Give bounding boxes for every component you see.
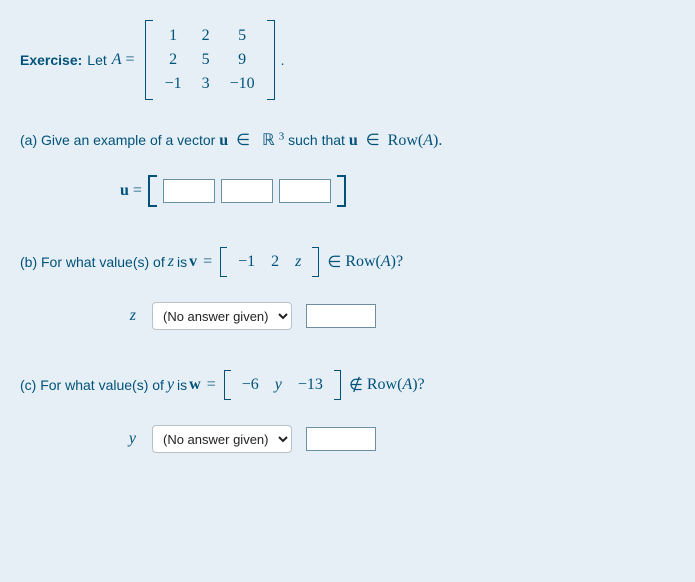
matrix-cell: −10 [220, 72, 265, 96]
text: (c) For what value(s) of [20, 377, 164, 393]
elem-of: ∈ [327, 252, 341, 272]
part-a-prompt: (a) Give an example of a vector u ∈ ℝ3 s… [20, 130, 675, 150]
part-c-prompt: (c) For what value(s) of y is w = −6 y −… [20, 370, 675, 400]
z-value-input[interactable] [306, 304, 376, 328]
not-elem-of: ∉ [349, 375, 363, 395]
u-entry-3-input[interactable] [279, 179, 331, 203]
vector-entry-z: z [287, 253, 309, 271]
vector-entry: −13 [290, 376, 331, 394]
y-value-input[interactable] [306, 427, 376, 451]
z-label: z [120, 307, 136, 325]
y-relation-select[interactable]: (No answer given) [152, 425, 292, 453]
row-end: ). [433, 132, 442, 149]
exercise-label: Exercise: [20, 52, 82, 68]
u-input-matrix [148, 175, 346, 207]
vector-entry: −6 [234, 376, 267, 394]
vector-u: u [349, 132, 358, 149]
table-row: −1 3 −10 [155, 72, 265, 96]
text: (b) For what value(s) of [20, 254, 165, 270]
vector-w: w [189, 376, 201, 394]
row-end: )? [412, 376, 424, 394]
part-a-answer: u = [120, 175, 675, 207]
u-entry-2-input[interactable] [221, 179, 273, 203]
period: . [281, 52, 285, 68]
part-b-answer: z (No answer given) [120, 302, 675, 330]
vector-v: v [189, 253, 197, 271]
matrix-cell: 3 [192, 72, 220, 96]
matrix-var-A: A [112, 51, 122, 69]
part-b-prompt: (b) For what value(s) of z is v = −1 2 z… [20, 247, 675, 277]
row-end: )? [391, 253, 403, 271]
matrix-cell: 5 [220, 24, 265, 48]
vector-entry: −1 [230, 253, 263, 271]
let-text: Let [87, 52, 106, 68]
vector-u: u [219, 132, 228, 149]
matrix-cell: −1 [155, 72, 192, 96]
exercise-header: Exercise: Let A = 1 2 5 2 5 9 −1 3 −10 . [20, 20, 675, 100]
equals-sign: = [133, 182, 142, 200]
elem-of: ∈ [232, 132, 254, 149]
y-label: y [120, 430, 136, 448]
w-row-vector: −6 y −13 [224, 370, 341, 400]
table-row: 2 5 9 [155, 48, 265, 72]
equals-sign: = [126, 51, 135, 69]
elem-of: ∈ [362, 132, 384, 149]
equals-sign: = [203, 253, 212, 271]
part-a: (a) Give an example of a vector u ∈ ℝ3 s… [20, 130, 675, 207]
matrix-cell: 1 [155, 24, 192, 48]
text: is [177, 377, 187, 393]
u-entry-1-input[interactable] [163, 179, 215, 203]
var-z: z [168, 253, 174, 271]
matrix-A: 1 2 5 2 5 9 −1 3 −10 [145, 20, 275, 100]
part-c-answer: y (No answer given) [120, 425, 675, 453]
vector-entry-y: y [267, 376, 290, 394]
matrix-var-A: A [381, 253, 391, 271]
row-label: Row( [367, 376, 403, 394]
vector-u-label: u [120, 182, 129, 200]
part-b: (b) For what value(s) of z is v = −1 2 z… [20, 247, 675, 330]
text: is [177, 254, 187, 270]
v-row-vector: −1 2 z [220, 247, 319, 277]
matrix-cell: 2 [192, 24, 220, 48]
matrix-cell: 5 [192, 48, 220, 72]
matrix-cell: 9 [220, 48, 265, 72]
equals-sign: = [207, 376, 216, 394]
matrix-cell: 2 [155, 48, 192, 72]
real-symbol: ℝ [262, 132, 275, 149]
z-relation-select[interactable]: (No answer given) [152, 302, 292, 330]
table-row: 1 2 5 [155, 24, 265, 48]
vector-entry: 2 [263, 253, 287, 271]
row-label: Row( [388, 132, 424, 149]
matrix-var-A: A [402, 376, 412, 394]
text: (a) Give an example of a vector [20, 132, 219, 148]
part-c: (c) For what value(s) of y is w = −6 y −… [20, 370, 675, 453]
matrix-A-table: 1 2 5 2 5 9 −1 3 −10 [155, 24, 265, 96]
text: such that [284, 132, 349, 148]
var-y: y [167, 376, 174, 394]
row-label: Row( [345, 253, 381, 271]
matrix-var-A: A [423, 132, 433, 149]
